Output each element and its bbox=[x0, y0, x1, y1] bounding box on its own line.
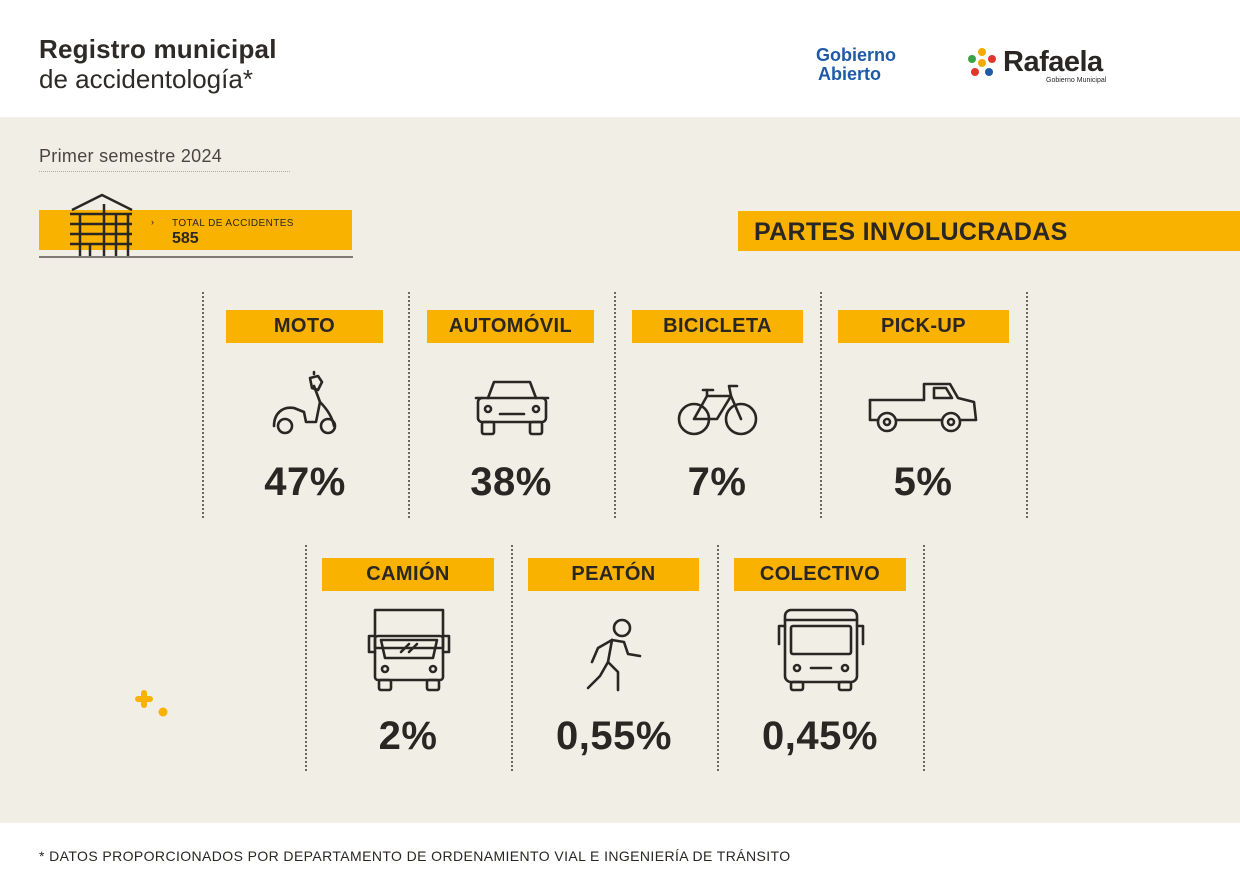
percent-camion: 2% bbox=[378, 714, 438, 758]
category-label-moto: MOTO bbox=[226, 310, 383, 343]
column-divider bbox=[408, 292, 410, 518]
total-accidents-underline bbox=[39, 256, 353, 258]
column-divider bbox=[202, 292, 204, 518]
total-accidents-label: TOTAL DE ACCIDENTES bbox=[172, 218, 294, 229]
source-footnote: * DATOS PROPORCIONADOS POR DEPARTAMENTO … bbox=[39, 848, 791, 864]
period-divider bbox=[39, 171, 290, 172]
percent-colectivo: 0,45% bbox=[762, 714, 878, 758]
pedestrian-icon bbox=[586, 618, 642, 692]
building-icon bbox=[70, 193, 133, 256]
bicycle-icon bbox=[677, 384, 758, 436]
category-label-pickup: PICK-UP bbox=[838, 310, 1009, 343]
percent-automovil: 38% bbox=[470, 460, 552, 504]
category-label-automovil: AUTOMÓVIL bbox=[427, 310, 594, 343]
column-divider bbox=[717, 545, 719, 771]
scooter-icon bbox=[272, 370, 337, 435]
page-title-line1: Registro municipal bbox=[39, 34, 277, 64]
gobierno-abierto-logo-line2: Abierto bbox=[818, 64, 881, 84]
gobierno-abierto-logo-line1: Gobierno bbox=[816, 45, 896, 65]
column-divider bbox=[1026, 292, 1028, 518]
category-label-peaton: PEATÓN bbox=[528, 558, 699, 591]
period-label: Primer semestre 2024 bbox=[39, 146, 223, 166]
rafaela-logo-name: Rafaela bbox=[1003, 46, 1103, 78]
category-label-bicicleta: BICICLETA bbox=[632, 310, 803, 343]
column-divider bbox=[614, 292, 616, 518]
pickup-truck-icon bbox=[868, 382, 978, 433]
column-divider bbox=[923, 545, 925, 771]
rafaela-logo-subtitle: Gobierno Municipal bbox=[1046, 77, 1107, 84]
percent-moto: 47% bbox=[264, 460, 346, 504]
category-label-colectivo: COLECTIVO bbox=[734, 558, 906, 591]
gobierno-abierto-logo: Gobierno Abierto bbox=[816, 46, 896, 84]
header: Registro municipal de accidentología* Go… bbox=[0, 0, 1240, 117]
footer bbox=[0, 823, 1240, 877]
decorative-plus-icon bbox=[135, 690, 168, 717]
page-title-line2: de accidentología* bbox=[39, 64, 253, 94]
column-divider bbox=[305, 545, 307, 771]
total-accidents-arrow: › bbox=[151, 217, 154, 227]
percent-peaton: 0,55% bbox=[556, 714, 672, 758]
percent-bicicleta: 7% bbox=[687, 460, 747, 504]
column-divider bbox=[511, 545, 513, 771]
truck-icon bbox=[367, 608, 451, 692]
percent-pickup: 5% bbox=[893, 460, 953, 504]
category-label-camion: CAMIÓN bbox=[322, 558, 494, 591]
section-title: PARTES INVOLUCRADAS bbox=[754, 218, 1068, 246]
rafaela-logo: Rafaela Gobierno Municipal bbox=[965, 44, 1125, 88]
column-divider bbox=[820, 292, 822, 518]
car-icon bbox=[474, 380, 550, 436]
rafaela-flower-icon bbox=[968, 48, 996, 76]
bus-icon bbox=[777, 608, 865, 692]
total-accidents-value: 585 bbox=[172, 230, 199, 247]
section-title-bar bbox=[738, 211, 1240, 251]
